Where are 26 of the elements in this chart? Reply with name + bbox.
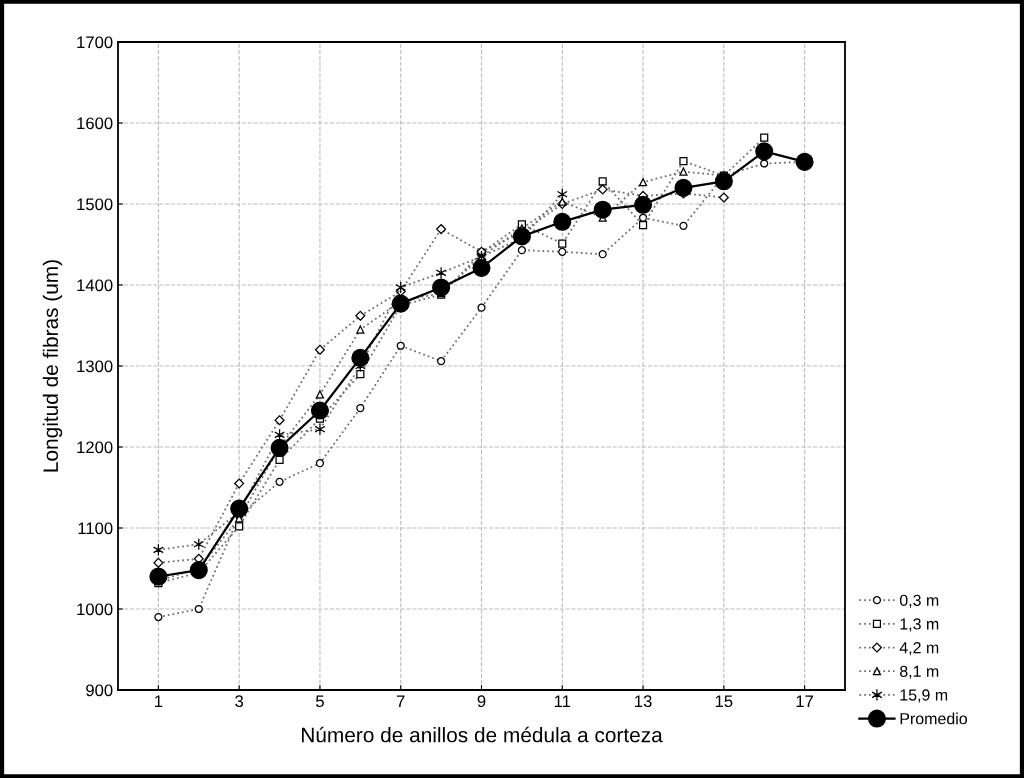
legend-label: 0,3 m <box>899 594 939 608</box>
y-tick-label: 1600 <box>77 117 113 130</box>
legend-label: 8,1 m <box>900 665 939 679</box>
x-tick-label: 9 <box>477 695 486 708</box>
legend-label: 4,2 m <box>899 641 939 656</box>
legend-label: 15,9 m <box>900 689 948 703</box>
y-tick-label: 1200 <box>77 441 113 454</box>
y-tick-label: 1500 <box>77 198 113 211</box>
y-tick-label: 900 <box>86 684 113 697</box>
x-tick-label: 13 <box>635 695 652 708</box>
legend-label: Promedio <box>900 712 967 725</box>
y-tick-label: 1000 <box>77 603 113 616</box>
legend-label: 1,3 m <box>900 618 939 632</box>
x-tick-label: 3 <box>235 695 244 708</box>
x-tick-label: 7 <box>396 695 405 707</box>
x-axis-title: Número de anillos de médula a corteza <box>301 726 663 743</box>
x-tick-label: 1 <box>155 695 163 707</box>
y-tick-label: 1300 <box>77 360 113 373</box>
y-axis-title: Longitud de fibras (um) <box>42 260 63 472</box>
y-tick-label: 1700 <box>77 36 113 49</box>
x-tick-label: 17 <box>796 695 814 707</box>
x-tick-label: 11 <box>554 695 571 707</box>
x-tick-label: 15 <box>715 695 733 708</box>
x-tick-label: 5 <box>315 695 324 708</box>
y-tick-label: 1400 <box>77 279 113 292</box>
y-tick-label: 1100 <box>78 522 113 535</box>
